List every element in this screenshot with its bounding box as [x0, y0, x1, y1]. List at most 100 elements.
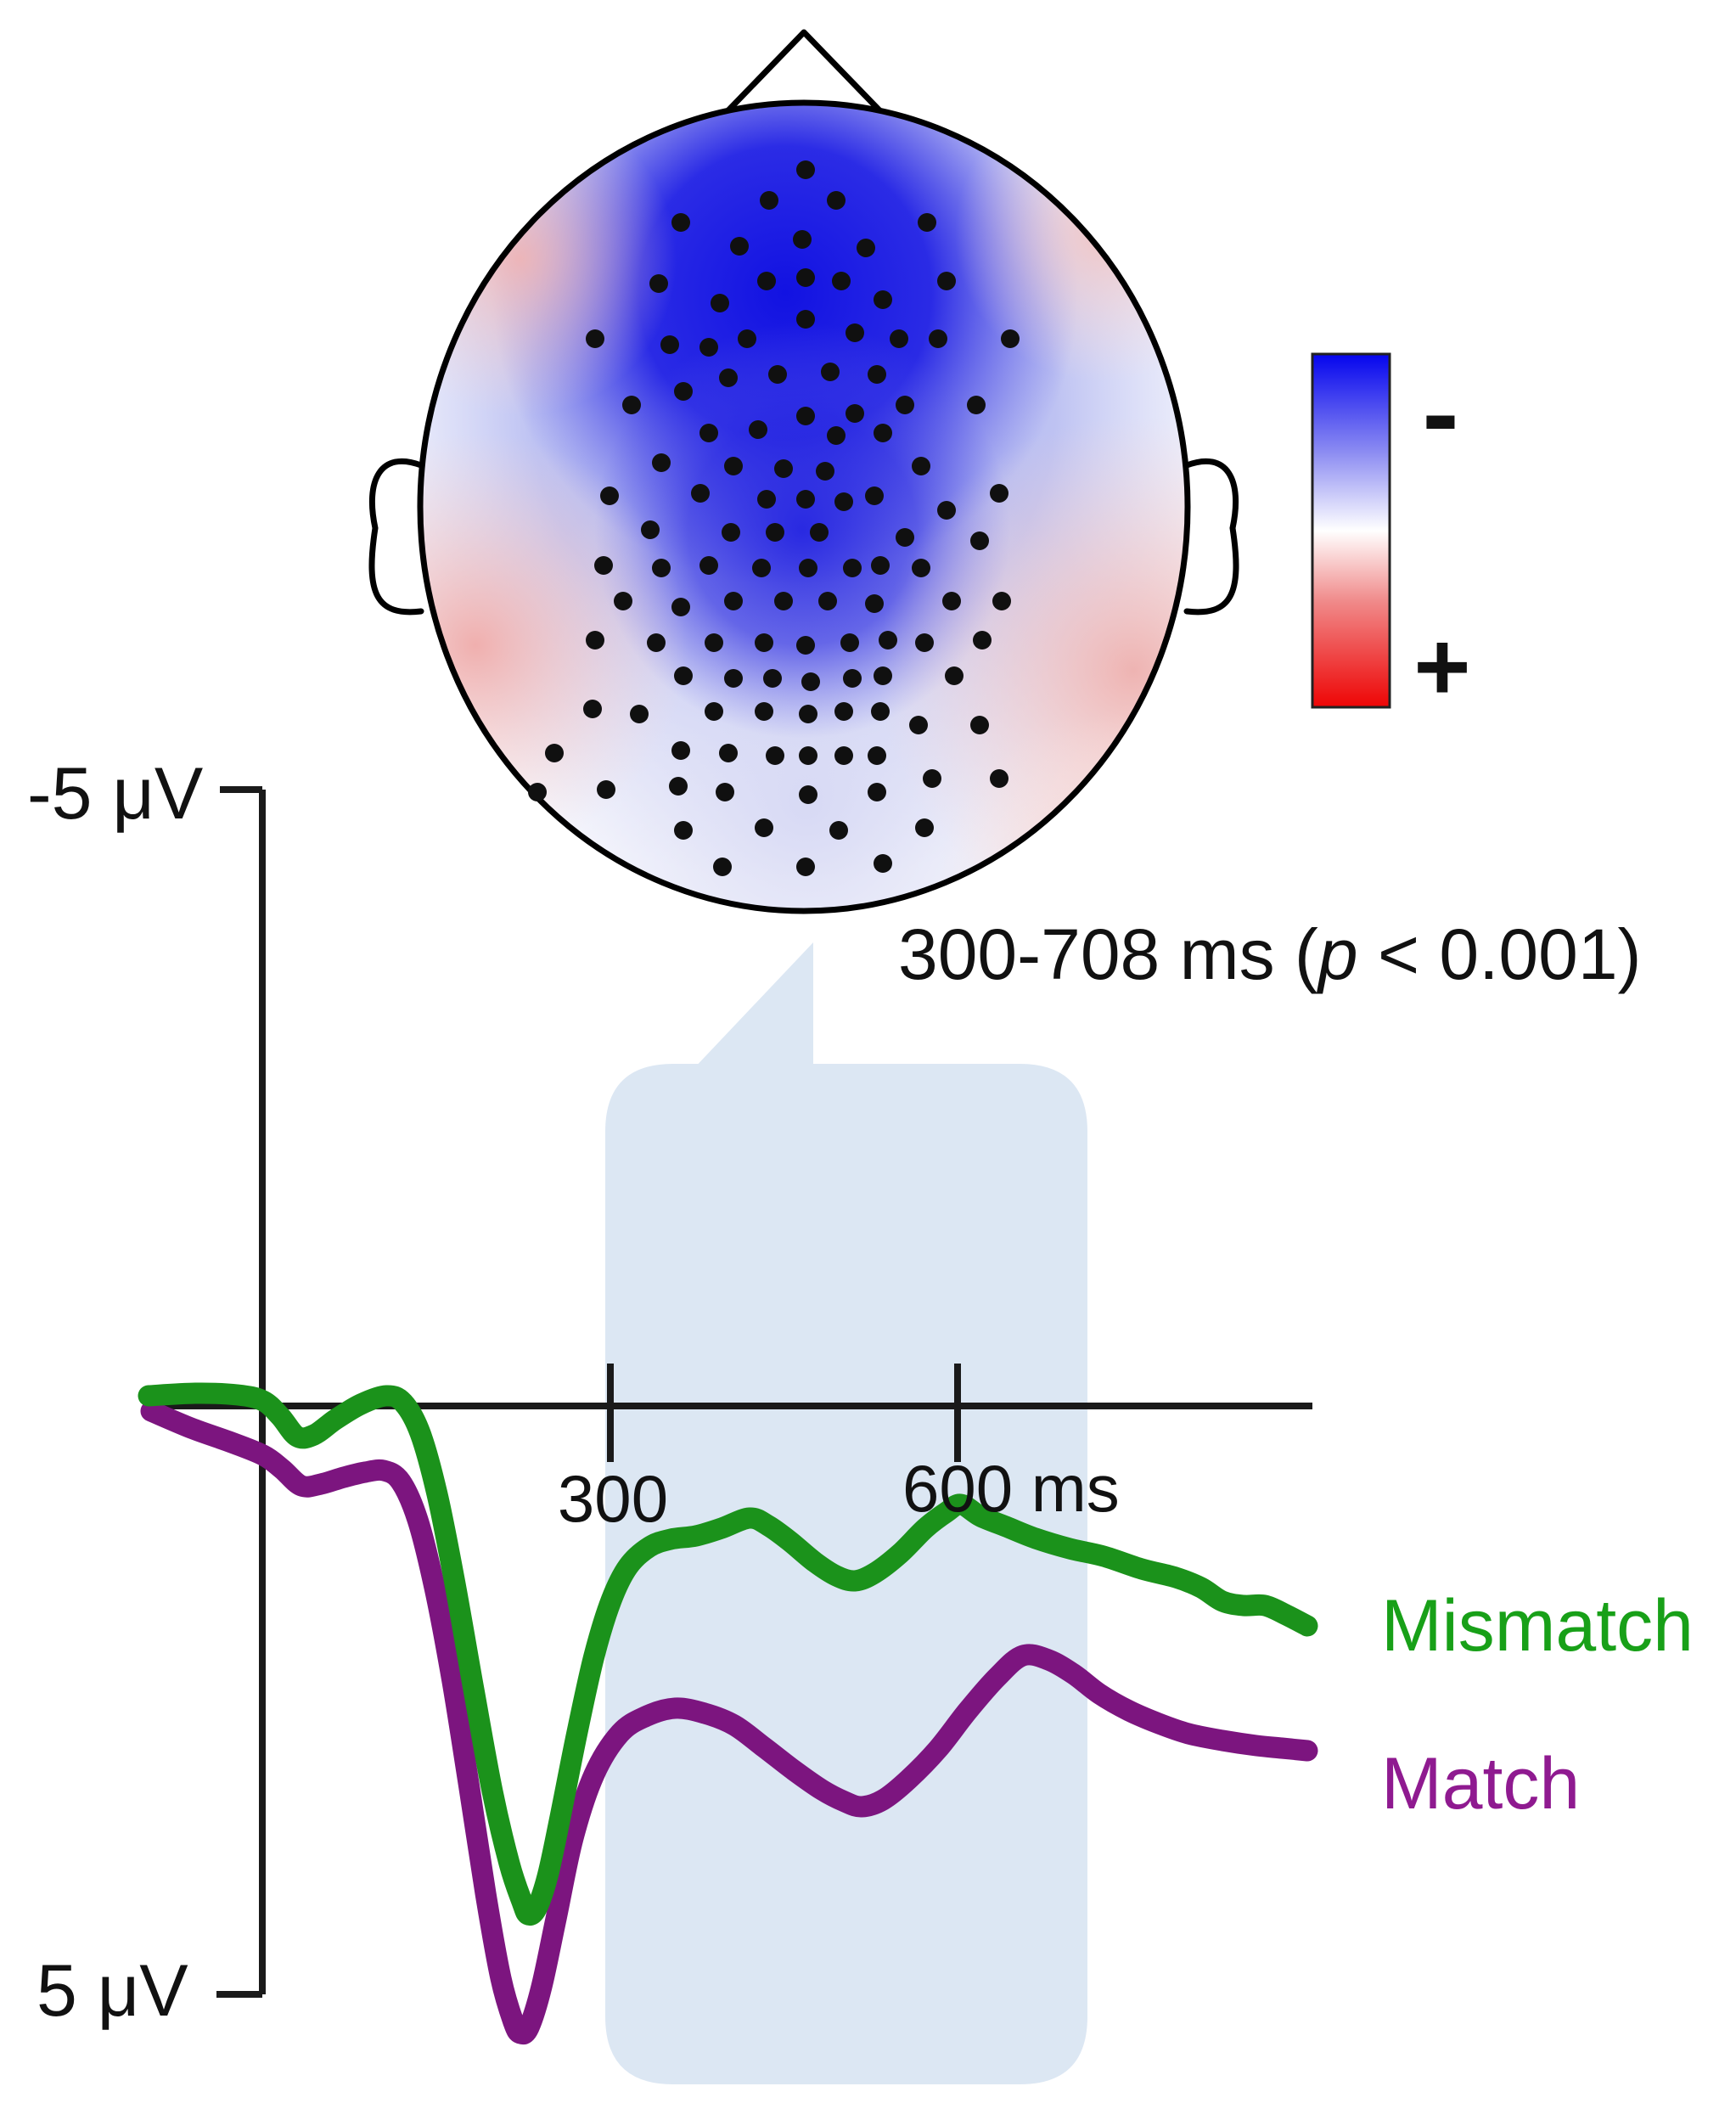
electrode-dot: [796, 490, 815, 509]
electrode-dot: [793, 230, 812, 249]
mismatch-curve: [138, 1382, 1318, 1926]
electrode-dot: [730, 237, 749, 256]
electrode-dot: [871, 556, 890, 575]
electrode-dot: [865, 486, 884, 505]
colorbar-minus-label: -: [1422, 351, 1459, 475]
electrode-dot: [622, 396, 641, 414]
electrode-dot: [992, 592, 1011, 610]
electrode-dot: [990, 484, 1008, 503]
legend-match-label: Match: [1381, 1743, 1581, 1825]
electrode-dot: [874, 854, 892, 873]
electrode-dot: [719, 744, 738, 762]
electrode-dot: [674, 666, 693, 685]
electrode-dot: [945, 666, 964, 685]
electrode-dot: [671, 213, 690, 232]
electrode-dot: [671, 598, 690, 616]
electrode-dot: [846, 404, 864, 423]
electrode-dot: [796, 407, 815, 425]
electrode-dot: [768, 365, 787, 384]
electrode-dot: [716, 783, 734, 801]
electrode-dot: [912, 559, 930, 577]
electrode-dot: [865, 594, 884, 613]
electrode-dot: [829, 821, 848, 840]
topomap-caption: 300-708 ms (p < 0.001): [898, 919, 1642, 990]
electrode-dot: [699, 424, 718, 442]
electrode-dots: [528, 160, 1020, 876]
electrode-dot: [834, 492, 853, 511]
electrode-dot: [528, 783, 547, 801]
electrode-dot: [614, 592, 632, 610]
electrode-dot: [724, 669, 743, 688]
electrode-dot: [757, 272, 776, 290]
electrode-dot: [699, 556, 718, 575]
head-outline: [417, 99, 1191, 914]
electrode-dot: [796, 160, 815, 179]
electrode-dot: [647, 633, 666, 652]
electrode-dot: [799, 746, 817, 765]
electrode-dot: [942, 592, 961, 610]
caption-p-symbol: p: [1317, 914, 1358, 994]
electrode-dot: [827, 426, 846, 445]
electrode-dot: [766, 523, 784, 542]
electrode-dot: [890, 329, 908, 348]
electrode-dot: [796, 310, 815, 329]
x-tick-300-label: 300: [557, 1461, 669, 1536]
electrode-dot: [970, 716, 989, 734]
electrode-dot: [774, 459, 793, 478]
electrode-dot: [674, 821, 693, 840]
electrode-dot: [755, 818, 773, 837]
electrode-dot: [649, 274, 668, 293]
electrode-dot: [630, 705, 649, 723]
left-ear-outline: [368, 458, 424, 616]
electrode-dot: [967, 396, 986, 414]
electrode-dot: [719, 368, 738, 387]
electrode-dot: [843, 669, 862, 688]
electrode-dot: [816, 462, 834, 481]
electrode-dot: [970, 531, 989, 550]
electrode-dot: [711, 294, 729, 312]
y-axis-bottom-label: 5 μV: [37, 1950, 188, 2032]
electrode-dot: [597, 780, 615, 799]
electrode-dot: [583, 700, 602, 718]
electrode-dot: [674, 382, 693, 401]
electrode-dot: [752, 559, 771, 577]
x-tick-600-label: 600 ms: [902, 1451, 1120, 1526]
electrode-dot: [923, 769, 941, 788]
colorbar-plus-label: +: [1413, 612, 1471, 722]
electrode-dot: [937, 501, 956, 520]
electrode-dot: [749, 420, 767, 439]
electrode-dot: [669, 777, 688, 796]
electrode-dot: [755, 702, 773, 721]
electrode-dot: [691, 484, 710, 503]
electrode-dot: [766, 746, 784, 765]
electrode-dot: [846, 323, 864, 342]
electrode-dot: [545, 744, 564, 762]
electrode-dot: [796, 858, 815, 876]
electrode-dot: [774, 592, 793, 610]
electrode-dot: [834, 702, 853, 721]
electrode-dot: [912, 457, 930, 475]
electrode-dot: [871, 702, 890, 721]
electrode-dot: [796, 636, 815, 655]
electrode-dot: [641, 520, 660, 539]
electrode-dot: [724, 592, 743, 610]
electrode-dot: [799, 785, 817, 804]
electrode-dot: [586, 631, 604, 649]
electrode-dot: [918, 213, 936, 232]
caption-suffix: < 0.001): [1357, 914, 1642, 994]
legend-mismatch-label: Mismatch: [1381, 1585, 1694, 1667]
highlight-tail: [691, 942, 813, 1071]
electrode-dot: [699, 338, 718, 357]
electrode-dot: [705, 633, 723, 652]
electrode-dot: [868, 365, 886, 384]
electrode-dot: [874, 290, 892, 309]
electrode-dot: [705, 702, 723, 721]
electrode-dot: [799, 559, 817, 577]
electrode-dot: [801, 672, 820, 691]
electrode-dot: [821, 363, 840, 381]
electrode-dot: [738, 329, 756, 348]
electrode-dot: [857, 239, 875, 257]
electrode-dot: [868, 783, 886, 801]
electrode-dot: [763, 669, 782, 688]
